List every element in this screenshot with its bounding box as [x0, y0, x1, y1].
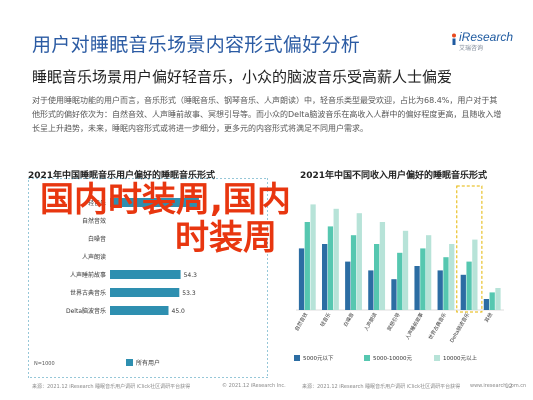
- bar: [379, 222, 386, 310]
- category-label: 世界古典音乐: [427, 312, 448, 341]
- bar: [397, 252, 403, 310]
- page-number: 12: [505, 383, 513, 390]
- bar: [414, 266, 420, 310]
- page-title: 用户对睡眠音乐场景内容形式偏好分析: [32, 34, 361, 56]
- bar: [110, 288, 180, 297]
- page-subtitle: 睡眠音乐场景用户偏好轻音乐，小众的脑波音乐受高薪人士偏爱: [32, 68, 453, 86]
- category-label: 人声朗读: [82, 253, 106, 261]
- bar: [374, 244, 380, 310]
- bar: [449, 244, 455, 310]
- bar: [110, 306, 169, 315]
- bar: [322, 244, 328, 310]
- bar: [110, 270, 181, 279]
- legend-swatch: [126, 359, 133, 366]
- bar: [350, 235, 357, 310]
- overlay-headline-line1: 国内时装周,国内: [40, 180, 291, 220]
- bar-value-label: 45.0: [172, 308, 186, 315]
- bar: [327, 226, 334, 310]
- bar: [356, 213, 362, 310]
- source-note-right: 来源：2021.12 iResearch 睡眠音乐用户调研 iClick社区调研…: [302, 384, 461, 390]
- category-label: Delta脑波音乐: [448, 312, 471, 344]
- legend-label: 5000-10000元: [373, 355, 412, 362]
- category-label: 白噪音: [88, 235, 106, 243]
- brand-logo-word: iResearch: [459, 30, 514, 44]
- bar: [460, 274, 466, 310]
- category-label: 轻音乐: [88, 199, 106, 207]
- bar: [443, 257, 449, 310]
- copyright-note: © 2021.12 iResearch Inc.: [222, 383, 286, 389]
- brand-logo: iResearch 艾瑞咨询: [450, 30, 514, 52]
- bar: [483, 299, 490, 310]
- bar: [466, 261, 472, 310]
- source-note: 来源：2021.12 iResearch 睡眠音乐用户调研 iClick社区调研…: [32, 384, 191, 390]
- bar: [368, 270, 374, 310]
- brand-logo-icon: [452, 33, 456, 45]
- bar: [391, 279, 397, 310]
- category-label: 人声睡前故事: [404, 312, 425, 341]
- sample-size-note: N=1000: [34, 361, 55, 367]
- legend-label: 5000元以下: [303, 355, 334, 362]
- highlight-box: [456, 185, 483, 313]
- bar: [495, 288, 501, 310]
- category-label: 人声睡前故事: [70, 271, 106, 279]
- legend-label: 10000元以上: [443, 354, 477, 362]
- overlay-headline-line2: 时装周: [175, 218, 277, 258]
- bar: [298, 248, 305, 310]
- category-label: 世界古典音乐: [70, 289, 106, 297]
- legend-label: 所有用户: [136, 359, 160, 367]
- left-chart-title: 2021年中国睡眠音乐用户偏好的睡眠音乐形式: [28, 171, 216, 181]
- legend-swatch: [294, 355, 300, 361]
- category-label: Delta脑波音乐: [66, 307, 106, 315]
- legend-swatch: [434, 355, 440, 361]
- bar: [437, 270, 443, 310]
- bar: [304, 222, 310, 310]
- bar: [333, 208, 339, 310]
- bar: [420, 248, 426, 310]
- bar: [110, 198, 199, 207]
- category-label: 冥想引导: [386, 312, 402, 333]
- category-label: 白噪音: [342, 312, 356, 329]
- website-note: www.iresearch.com.cn: [470, 383, 527, 389]
- bar: [426, 235, 432, 310]
- bar: [310, 204, 316, 310]
- bar-value-label: 54.3: [184, 272, 198, 279]
- summary-paragraph: 对于使用睡眠功能的用户而言，音乐形式（睡眠音乐、钢琴音乐、人声朗读）中，轻音乐类…: [32, 96, 502, 133]
- bar: [402, 230, 409, 310]
- brand-logo-subtitle: 艾瑞咨询: [459, 45, 484, 52]
- bar-value-label: 53.3: [182, 290, 196, 297]
- category-label: 轻音乐: [319, 312, 333, 329]
- income-grouped-bar-chart: 自然音效 轻音乐 白噪音 人声朗读 冥想引导 人声睡前故事 世界古典音乐 Delta脑波音乐其…: [293, 185, 504, 362]
- bar: [345, 261, 351, 310]
- category-label: 自然音效: [293, 312, 309, 333]
- category-label: 自然音效: [82, 217, 106, 225]
- bar: [472, 239, 478, 310]
- category-label: 人声朗读: [363, 312, 379, 333]
- legend-swatch: [364, 355, 370, 361]
- right-chart-title: 2021年中国不同收入用户偏好的睡眠音乐形式: [300, 171, 488, 181]
- category-label: 其他: [483, 312, 494, 324]
- bar: [489, 292, 495, 310]
